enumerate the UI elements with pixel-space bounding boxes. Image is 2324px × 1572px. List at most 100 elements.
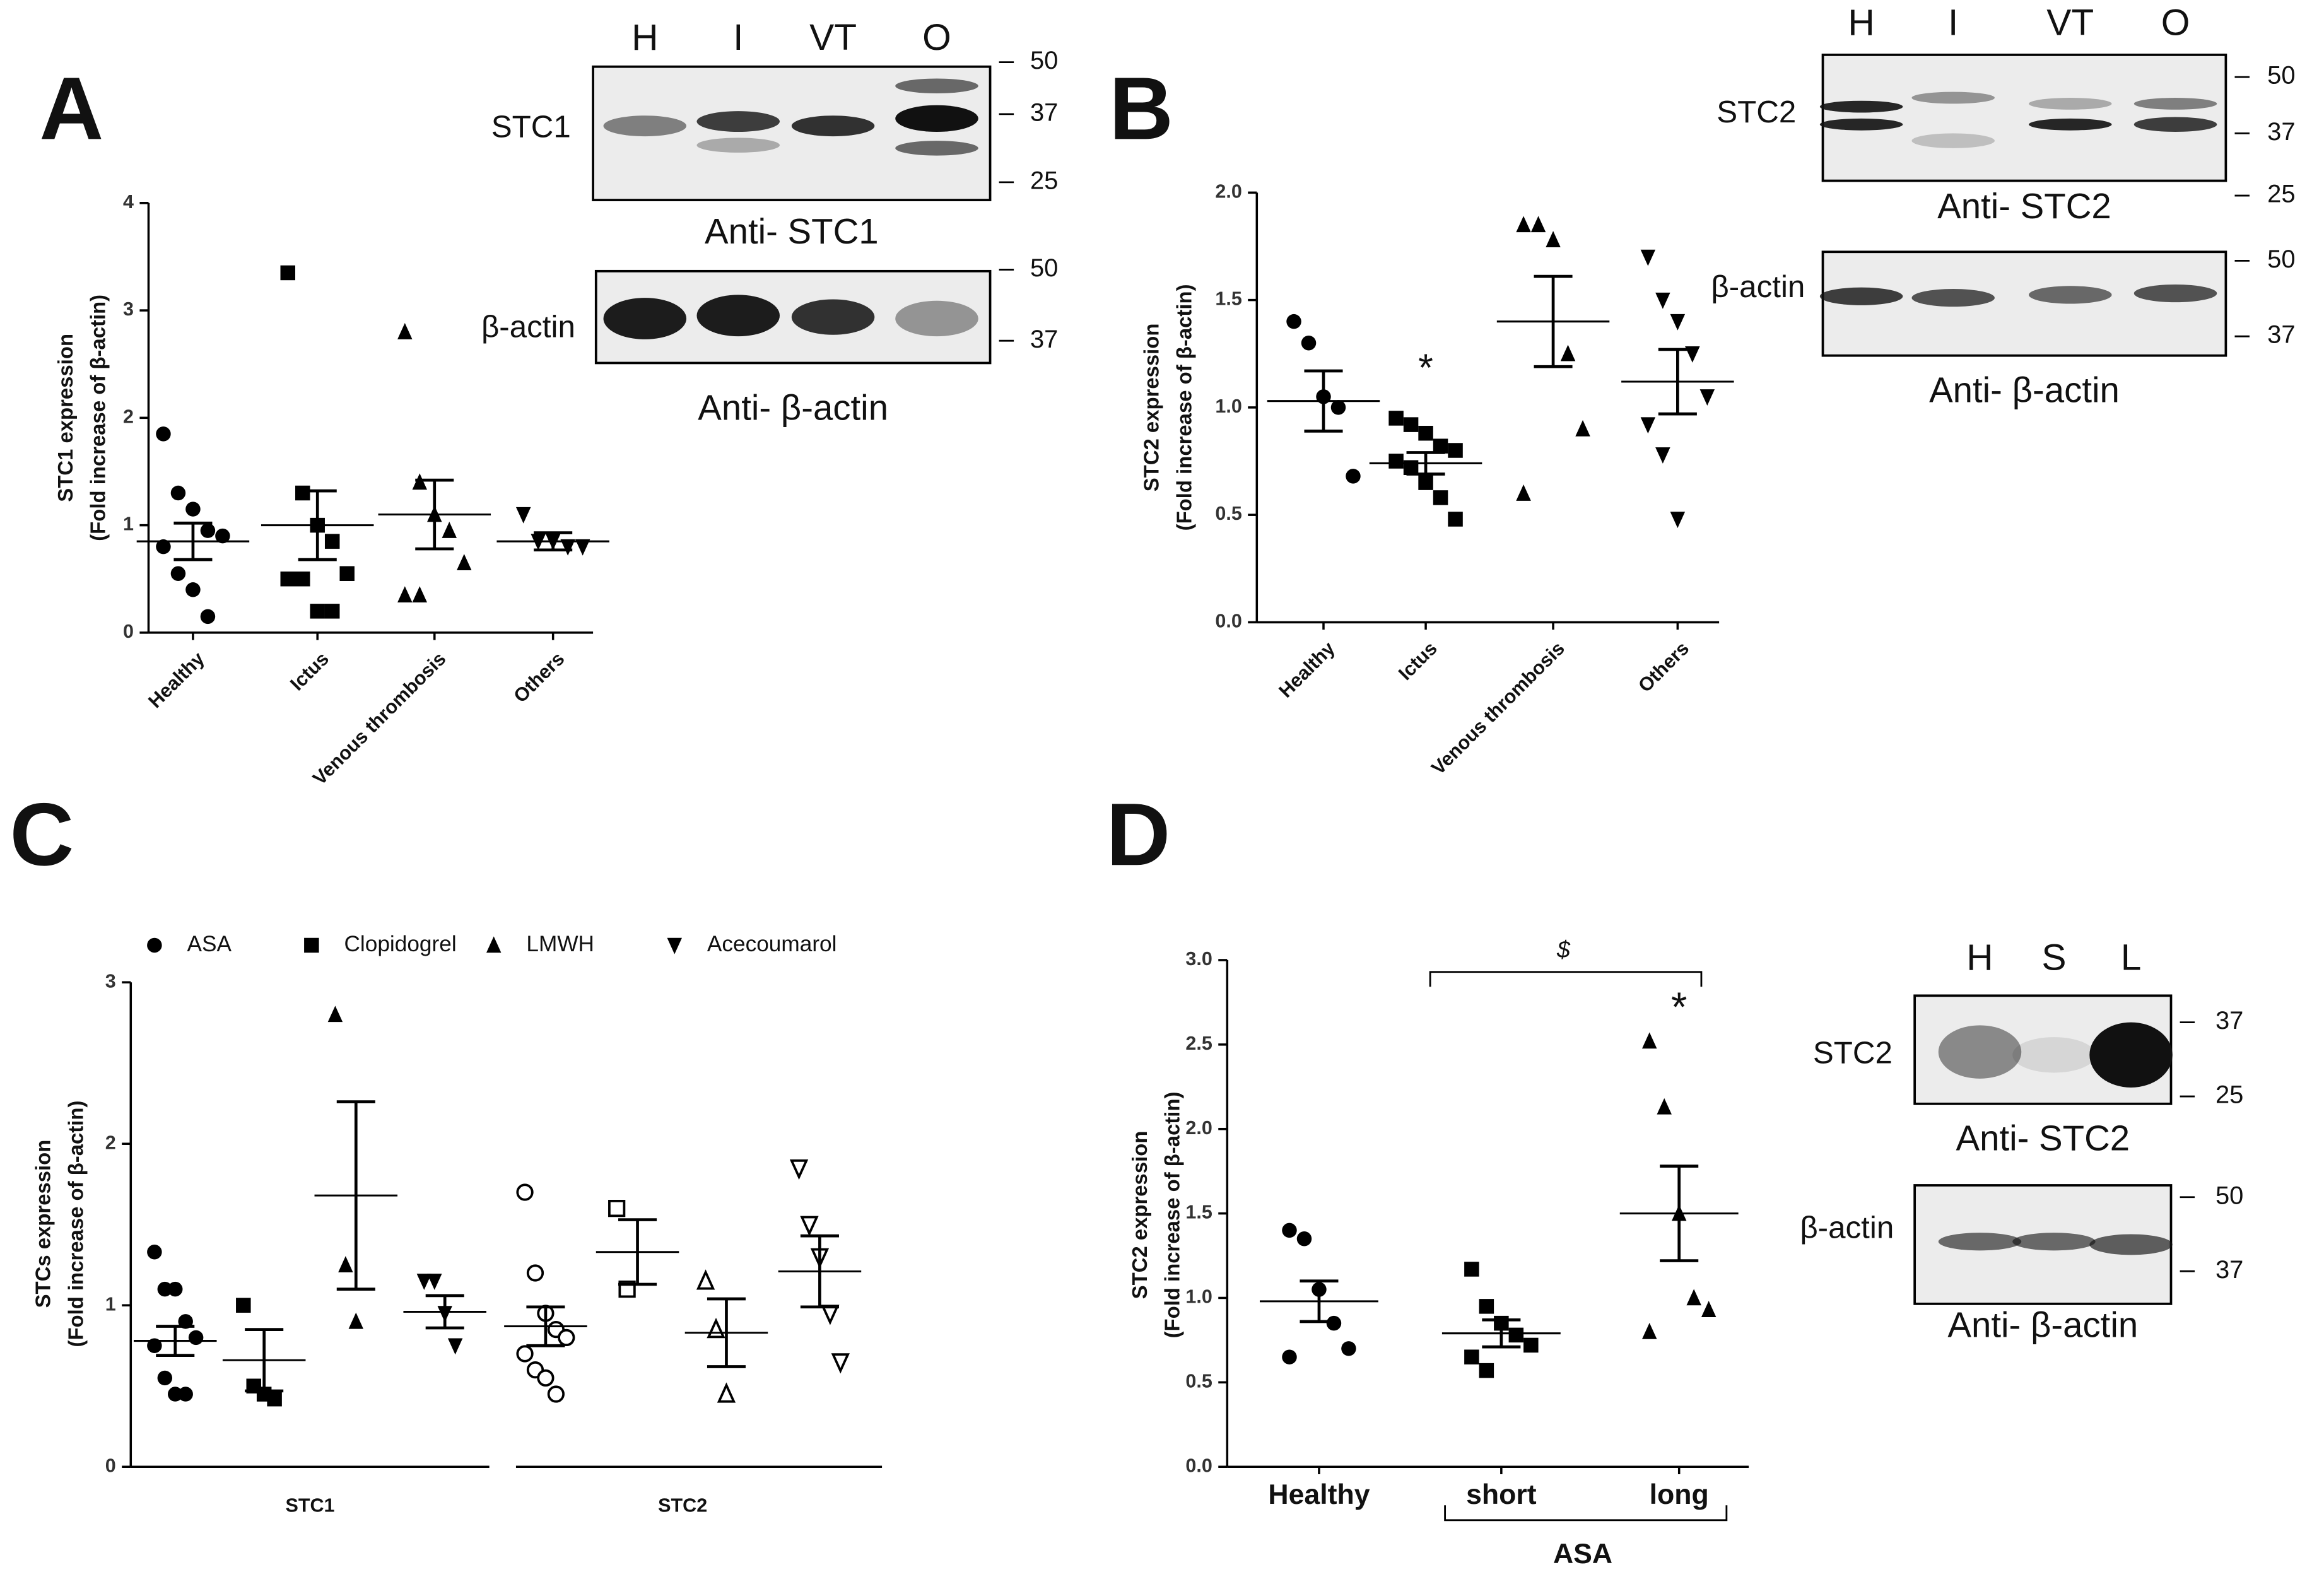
data-point — [1479, 1363, 1494, 1378]
data-point — [348, 1312, 364, 1329]
blot-band — [791, 299, 875, 335]
x-tick-label: Healthy — [144, 648, 209, 712]
antibody-label: Anti- STC1 — [705, 211, 879, 251]
data-point — [170, 485, 186, 501]
y-tick-label: 3 — [123, 298, 134, 320]
y-tick-label: 3.0 — [1185, 948, 1212, 970]
x-tick-label: Healthy — [1268, 1479, 1370, 1510]
data-point — [821, 1305, 840, 1325]
marker-label: 25 — [2215, 1081, 2243, 1109]
data-point — [560, 539, 575, 556]
data-point — [200, 609, 216, 625]
legend-marker — [304, 937, 319, 953]
lane-label: S — [2041, 937, 2066, 978]
data-point — [310, 604, 325, 619]
marker-label: 37 — [1030, 326, 1058, 353]
protein-label: β-actin — [1800, 1210, 1894, 1245]
data-point — [327, 1006, 343, 1023]
blot-band — [895, 78, 978, 93]
marker-label: 50 — [1030, 47, 1058, 74]
data-point — [1388, 411, 1404, 426]
data-point — [397, 586, 413, 603]
protein-label: STC2 — [1813, 1035, 1893, 1070]
data-point — [324, 534, 340, 549]
protein-label: β-actin — [481, 309, 575, 344]
y-tick-label: 1 — [105, 1293, 116, 1315]
x-tick-label: Venous thrombosis — [308, 648, 450, 789]
data-point — [558, 1329, 575, 1347]
y-axis-label: (Fold increase of β-actin) — [1172, 284, 1195, 531]
y-tick-label: 0.0 — [1185, 1455, 1212, 1476]
x-tick-label: Venous thrombosis — [1428, 638, 1569, 779]
protein-label: β-actin — [1711, 269, 1805, 304]
data-point — [1301, 335, 1317, 351]
blot-band — [696, 138, 780, 153]
data-point — [168, 1281, 183, 1297]
data-point — [280, 265, 295, 281]
data-point — [537, 1369, 555, 1387]
blot-band — [2089, 1022, 2173, 1088]
data-point — [1464, 1349, 1479, 1364]
y-tick-label: 1 — [123, 513, 134, 535]
data-point — [295, 485, 310, 501]
blot-band — [2012, 1037, 2096, 1073]
y-axis-label: STC2 expression — [1128, 1131, 1151, 1299]
blot-band — [1819, 118, 1903, 131]
data-point — [547, 1385, 565, 1403]
y-tick-label: 2.0 — [1185, 1117, 1212, 1139]
y-tick-label: 0.5 — [1185, 1370, 1212, 1392]
marker-label: 50 — [2267, 245, 2295, 273]
data-point — [1516, 216, 1531, 233]
y-tick-label: 0.0 — [1215, 611, 1241, 632]
data-point — [1670, 512, 1686, 529]
data-point — [427, 1274, 442, 1290]
data-point — [1641, 1322, 1657, 1339]
blot-band — [1819, 287, 1903, 305]
data-point — [789, 1159, 809, 1180]
data-point — [1403, 417, 1419, 432]
data-point — [1448, 512, 1463, 527]
data-point — [1433, 490, 1448, 505]
lane-label: VT — [2046, 2, 2094, 43]
antibody-label: Anti- β-actin — [1947, 1305, 2138, 1344]
data-point — [200, 523, 216, 538]
blot-band — [895, 141, 978, 156]
data-point — [1296, 1231, 1312, 1246]
data-point — [1655, 447, 1670, 464]
blot-band — [1938, 1233, 2022, 1251]
data-point — [215, 528, 230, 544]
legend-label: Acecoumarol — [707, 932, 837, 956]
blot-band — [2029, 118, 2112, 131]
lane-label: H — [1848, 2, 1874, 43]
marker-label: 50 — [2267, 62, 2295, 90]
x-tick-label: Ictus — [1394, 638, 1441, 684]
marker-label: 25 — [1030, 167, 1058, 194]
x-tick-label: long — [1650, 1479, 1709, 1510]
data-point — [1640, 417, 1656, 434]
blot-band — [895, 105, 978, 132]
data-point — [397, 323, 413, 339]
y-tick-label: 1.5 — [1215, 288, 1241, 310]
blot-band — [1911, 91, 1995, 104]
data-point — [412, 586, 428, 603]
legend-marker — [147, 937, 162, 953]
data-point — [1655, 292, 1670, 309]
data-point — [1388, 454, 1404, 469]
marker-label: 37 — [2267, 321, 2295, 349]
antibody-label: Anti- STC2 — [1956, 1118, 2130, 1158]
data-point — [1530, 216, 1546, 233]
data-point — [526, 1264, 544, 1282]
data-point — [156, 426, 171, 442]
data-point — [1326, 1315, 1342, 1331]
annotation: $ — [1556, 936, 1571, 963]
data-point — [457, 554, 472, 570]
marker-label: 50 — [1030, 254, 1058, 282]
marker-label: 25 — [2267, 180, 2295, 208]
data-point — [236, 1298, 251, 1313]
group-label: ASA — [1553, 1539, 1612, 1569]
y-tick-label: 2 — [105, 1132, 116, 1153]
y-tick-label: 2.0 — [1215, 180, 1241, 202]
lane-label: O — [2161, 2, 2190, 43]
